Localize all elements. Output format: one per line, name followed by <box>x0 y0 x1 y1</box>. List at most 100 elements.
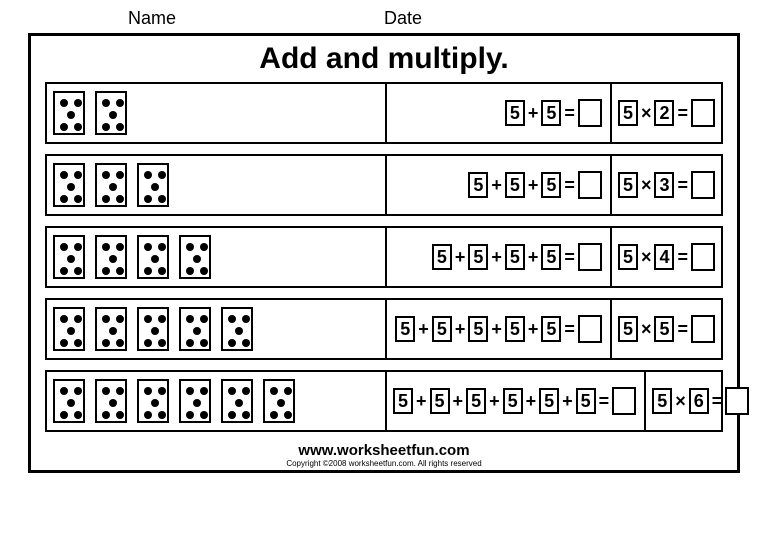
die-dot <box>116 195 124 203</box>
die-dot <box>102 315 110 323</box>
multiplication-cell: 5×5= <box>612 300 721 358</box>
answer-box[interactable] <box>578 243 602 271</box>
die-dot <box>228 339 236 347</box>
die-dot <box>60 267 68 275</box>
operator: × <box>640 103 653 124</box>
die-dot <box>116 339 124 347</box>
answer-box[interactable] <box>578 171 602 199</box>
die-dot <box>116 99 124 107</box>
problem-row: 5+5+5=5×3= <box>45 154 723 216</box>
header: Name Date <box>28 8 740 29</box>
die-dot <box>270 411 278 419</box>
die-dot <box>151 399 159 407</box>
die-dot <box>242 387 250 395</box>
answer-box[interactable] <box>612 387 636 415</box>
die-dot <box>74 123 82 131</box>
die-dot <box>67 111 75 119</box>
die-dot <box>116 411 124 419</box>
answer-box[interactable] <box>691 315 715 343</box>
answer-box[interactable] <box>578 99 602 127</box>
die-dot <box>67 327 75 335</box>
operator: = <box>563 319 576 340</box>
multiplication-equation: 5×3= <box>618 171 715 199</box>
number-box: 5 <box>618 316 638 342</box>
die-dot <box>158 387 166 395</box>
dice-cell <box>47 300 387 358</box>
die-dot <box>144 195 152 203</box>
worksheet-box: Add and multiply. 5+5=5×2=5+5+5=5×3=5+5+… <box>28 33 740 473</box>
die-dot <box>60 195 68 203</box>
die-five <box>137 163 169 207</box>
die-dot <box>151 327 159 335</box>
die-dot <box>116 123 124 131</box>
die-dot <box>109 111 117 119</box>
die-dot <box>109 327 117 335</box>
operator: + <box>527 319 540 340</box>
number-box: 5 <box>430 388 450 414</box>
operator: + <box>490 247 503 268</box>
multiplication-cell: 5×4= <box>612 228 721 286</box>
die-dot <box>144 387 152 395</box>
number-box: 5 <box>618 100 638 126</box>
die-five <box>179 379 211 423</box>
die-dot <box>186 411 194 419</box>
die-dot <box>200 411 208 419</box>
addition-equation: 5+5+5+5+5= <box>395 315 602 343</box>
die-dot <box>102 171 110 179</box>
number-box: 5 <box>468 316 488 342</box>
die-five <box>221 379 253 423</box>
operator: = <box>676 319 689 340</box>
answer-box[interactable] <box>725 387 749 415</box>
die-five <box>53 307 85 351</box>
number-box: 5 <box>505 172 525 198</box>
operator: × <box>640 175 653 196</box>
operator: + <box>525 391 538 412</box>
number-box: 3 <box>654 172 674 198</box>
die-dot <box>228 387 236 395</box>
die-dot <box>242 339 250 347</box>
answer-box[interactable] <box>691 99 715 127</box>
die-five <box>53 163 85 207</box>
die-dot <box>277 399 285 407</box>
die-dot <box>270 387 278 395</box>
die-dot <box>235 327 243 335</box>
die-dot <box>151 183 159 191</box>
multiplication-equation: 5×6= <box>652 387 749 415</box>
number-box: 5 <box>466 388 486 414</box>
die-dot <box>74 339 82 347</box>
answer-box[interactable] <box>578 315 602 343</box>
operator: = <box>676 103 689 124</box>
die-five <box>221 307 253 351</box>
dice-cell <box>47 372 387 430</box>
die-dot <box>74 387 82 395</box>
addition-cell: 5+5+5+5= <box>387 228 612 286</box>
multiplication-equation: 5×4= <box>618 243 715 271</box>
die-dot <box>102 339 110 347</box>
die-dot <box>102 267 110 275</box>
number-box: 5 <box>432 316 452 342</box>
die-dot <box>228 315 236 323</box>
die-dot <box>186 339 194 347</box>
number-box: 5 <box>505 244 525 270</box>
problem-row: 5+5+5+5+5=5×5= <box>45 298 723 360</box>
die-dot <box>186 243 194 251</box>
die-dot <box>193 399 201 407</box>
die-five <box>137 235 169 279</box>
number-box: 5 <box>539 388 559 414</box>
die-dot <box>102 99 110 107</box>
multiplication-equation: 5×5= <box>618 315 715 343</box>
answer-box[interactable] <box>691 243 715 271</box>
operator: = <box>676 175 689 196</box>
die-dot <box>284 387 292 395</box>
die-dot <box>186 387 194 395</box>
number-box: 5 <box>468 172 488 198</box>
answer-box[interactable] <box>691 171 715 199</box>
die-dot <box>60 411 68 419</box>
die-dot <box>60 339 68 347</box>
number-box: 5 <box>652 388 672 414</box>
die-dot <box>60 123 68 131</box>
die-dot <box>158 243 166 251</box>
operator: + <box>454 319 467 340</box>
die-dot <box>144 171 152 179</box>
dice-cell <box>47 84 387 142</box>
